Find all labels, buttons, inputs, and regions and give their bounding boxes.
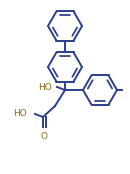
Text: HO: HO bbox=[38, 82, 52, 92]
Text: O: O bbox=[41, 132, 47, 141]
Text: HO: HO bbox=[13, 109, 27, 118]
